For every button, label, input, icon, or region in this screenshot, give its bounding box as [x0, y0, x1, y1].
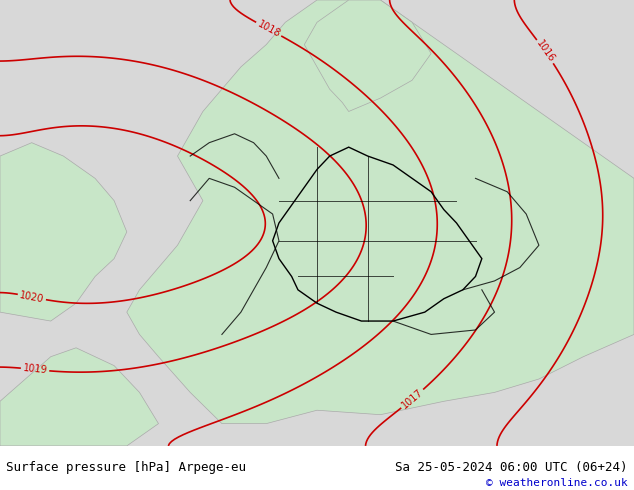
Polygon shape [127, 0, 634, 423]
Text: 1019: 1019 [22, 364, 48, 376]
Text: 1017: 1017 [399, 387, 425, 411]
Text: 1018: 1018 [256, 19, 282, 39]
Text: © weatheronline.co.uk: © weatheronline.co.uk [486, 478, 628, 488]
Polygon shape [0, 348, 158, 446]
Text: 1016: 1016 [534, 39, 557, 64]
Polygon shape [0, 143, 127, 321]
Text: Sa 25-05-2024 06:00 UTC (06+24): Sa 25-05-2024 06:00 UTC (06+24) [395, 462, 628, 474]
Text: Surface pressure [hPa] Arpege-eu: Surface pressure [hPa] Arpege-eu [6, 462, 247, 474]
Polygon shape [304, 0, 431, 112]
Text: 1020: 1020 [19, 290, 45, 304]
